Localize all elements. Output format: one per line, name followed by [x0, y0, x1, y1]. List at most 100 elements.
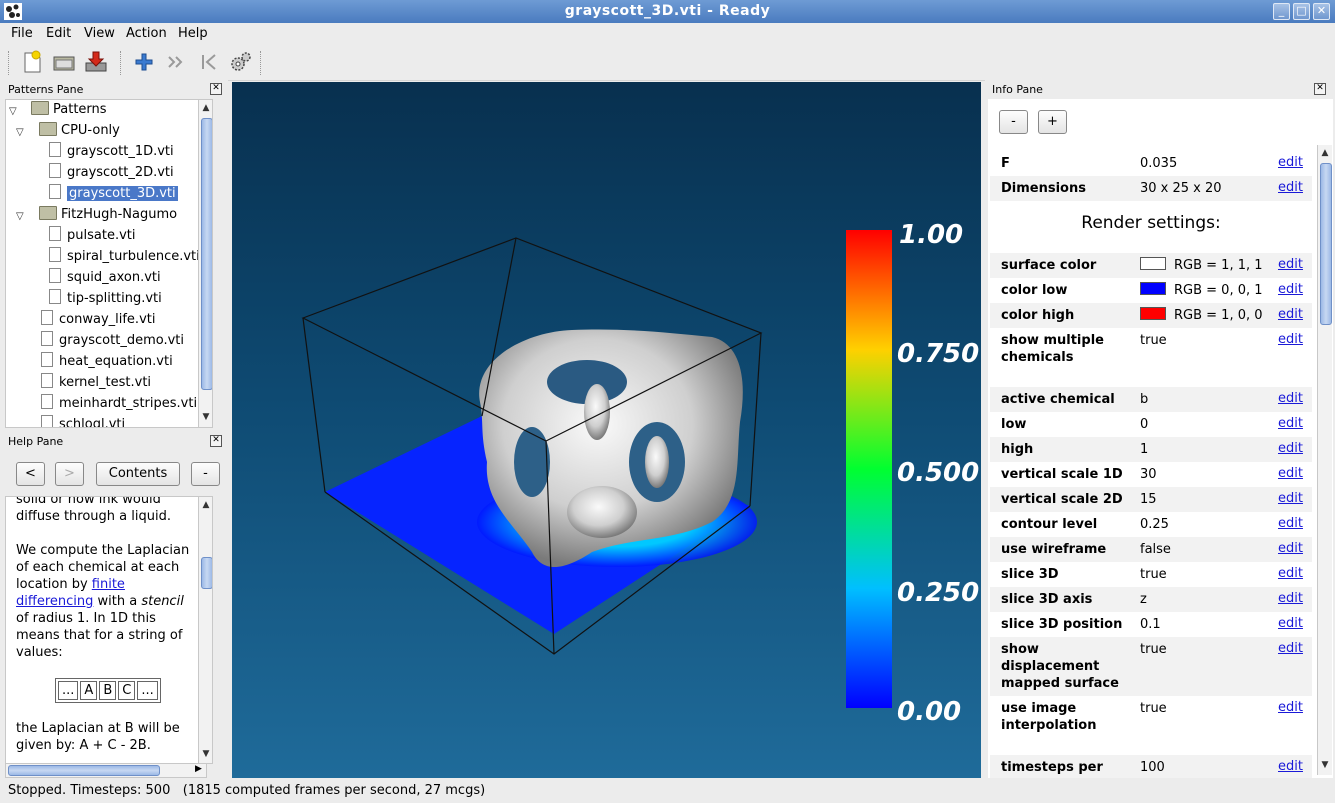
save-icon[interactable] — [83, 49, 109, 75]
file-icon — [49, 142, 61, 157]
tree-item-folder[interactable]: FitzHugh-Nagumo — [39, 205, 177, 225]
close-button[interactable]: ✕ — [1313, 3, 1330, 20]
tree-item-file[interactable]: pulsate.vti — [49, 226, 135, 246]
tree-item-file[interactable]: schlogl.vti — [41, 415, 125, 427]
close-icon[interactable]: ✕ — [1314, 83, 1326, 95]
info-value: 0 — [1140, 417, 1149, 432]
scroll-thumb[interactable] — [8, 765, 160, 776]
edit-link[interactable]: edit — [1278, 307, 1303, 322]
edit-link[interactable]: edit — [1278, 180, 1303, 195]
step-forward-icon[interactable] — [164, 49, 190, 75]
edit-link[interactable]: edit — [1278, 700, 1303, 715]
info-scrollbar[interactable]: ▲ ▼ — [1317, 145, 1332, 775]
close-icon[interactable]: ✕ — [210, 83, 222, 95]
info-row: color low RGB = 0, 0, 1 edit — [990, 278, 1312, 303]
help-minus-button[interactable]: - — [191, 462, 220, 486]
menu-action[interactable]: Action — [126, 26, 167, 41]
new-file-icon[interactable] — [19, 49, 45, 75]
menu-view[interactable]: View — [84, 26, 115, 41]
edit-link[interactable]: edit — [1278, 641, 1303, 656]
help-hscrollbar[interactable]: ▶ — [5, 763, 207, 778]
tree-item-file[interactable]: heat_equation.vti — [41, 352, 173, 372]
file-icon — [49, 226, 61, 241]
info-label: vertical scale 1D — [1001, 467, 1123, 482]
scroll-up-icon[interactable]: ▲ — [1321, 148, 1329, 158]
edit-link[interactable]: edit — [1278, 591, 1303, 606]
info-label: low — [1001, 417, 1027, 432]
scroll-thumb[interactable] — [1320, 163, 1332, 325]
info-plus-button[interactable]: + — [1038, 110, 1067, 134]
window-title: grayscott_3D.vti - Ready — [564, 3, 771, 19]
help-contents-button[interactable]: Contents — [96, 462, 180, 486]
tree-item-file[interactable]: grayscott_2D.vti — [49, 163, 174, 183]
tree-item-file[interactable]: spiral_turbulence.vti — [49, 247, 200, 267]
edit-link[interactable]: edit — [1278, 282, 1303, 297]
edit-link[interactable]: edit — [1278, 541, 1303, 556]
edit-link[interactable]: edit — [1278, 759, 1303, 774]
scroll-up-icon[interactable]: ▲ — [202, 103, 210, 113]
tree-item-file[interactable]: conway_life.vti — [41, 310, 155, 330]
menu-file[interactable]: File — [11, 26, 33, 41]
edit-link[interactable]: edit — [1278, 155, 1303, 170]
status-text: Stopped. Timesteps: 500 (1815 computed f… — [8, 783, 486, 798]
edit-link[interactable]: edit — [1278, 516, 1303, 531]
chevron-down-icon[interactable]: ▽ — [9, 106, 17, 117]
patterns-scrollbar[interactable]: ▲ ▼ — [198, 100, 212, 427]
minimize-button[interactable]: _ — [1273, 3, 1290, 20]
help-back-button[interactable]: < — [16, 462, 45, 486]
menu-help[interactable]: Help — [178, 26, 208, 41]
edit-link[interactable]: edit — [1278, 491, 1303, 506]
edit-link[interactable]: edit — [1278, 257, 1303, 272]
tree-item-file-selected[interactable]: grayscott_3D.vti — [49, 184, 178, 204]
scroll-thumb[interactable] — [201, 118, 212, 390]
info-value: true — [1140, 333, 1167, 348]
folder-icon — [39, 206, 57, 220]
settings-icon[interactable] — [228, 49, 254, 75]
menu-bar: File Edit View Action Help — [0, 23, 1335, 45]
add-icon[interactable] — [131, 49, 157, 75]
file-icon — [41, 331, 53, 346]
toolbar-separator — [120, 51, 123, 75]
scroll-down-icon[interactable]: ▼ — [202, 412, 210, 422]
scroll-thumb[interactable] — [201, 557, 212, 589]
file-icon — [41, 352, 53, 367]
color-swatch[interactable] — [1140, 257, 1166, 270]
tree-item-file[interactable]: squid_axon.vti — [49, 268, 161, 288]
tree-item-file[interactable]: grayscott_demo.vti — [41, 331, 184, 351]
scroll-down-icon[interactable]: ▼ — [202, 749, 210, 759]
chevron-down-icon[interactable]: ▽ — [16, 127, 24, 138]
edit-link[interactable]: edit — [1278, 332, 1303, 347]
file-icon — [49, 268, 61, 283]
tree-item-file[interactable]: grayscott_1D.vti — [49, 142, 174, 162]
color-swatch[interactable] — [1140, 307, 1166, 320]
edit-link[interactable]: edit — [1278, 416, 1303, 431]
chevron-down-icon[interactable]: ▽ — [16, 211, 24, 222]
color-swatch[interactable] — [1140, 282, 1166, 295]
edit-link[interactable]: edit — [1278, 466, 1303, 481]
edit-link[interactable]: edit — [1278, 391, 1303, 406]
close-icon[interactable]: ✕ — [210, 435, 222, 447]
edit-link[interactable]: edit — [1278, 616, 1303, 631]
tree-label: tip-splitting.vti — [67, 291, 162, 306]
scroll-down-icon[interactable]: ▼ — [1321, 760, 1329, 770]
finite-differencing-link[interactable]: finite differencing — [16, 577, 125, 609]
tree-item-folder[interactable]: CPU-only — [39, 121, 120, 141]
edit-link[interactable]: edit — [1278, 566, 1303, 581]
tree-item-file[interactable]: kernel_test.vti — [41, 373, 151, 393]
menu-edit[interactable]: Edit — [46, 26, 72, 41]
render-view[interactable]: 1.00 0.750 0.500 0.250 0.00 — [232, 82, 981, 778]
info-minus-button[interactable]: - — [999, 110, 1028, 134]
tree-label: pulsate.vti — [67, 228, 136, 243]
help-forward-button[interactable]: > — [55, 462, 84, 486]
tree-item-file[interactable]: tip-splitting.vti — [49, 289, 162, 309]
scroll-up-icon[interactable]: ▲ — [202, 500, 210, 510]
open-folder-icon[interactable] — [51, 49, 77, 75]
tree-item-patterns[interactable]: Patterns — [31, 100, 107, 120]
help-scrollbar[interactable]: ▲ ▼ — [198, 497, 212, 763]
tree-item-file[interactable]: meinhardt_stripes.vti — [41, 394, 197, 414]
scroll-right-icon[interactable]: ▶ — [195, 764, 202, 774]
skip-to-start-icon[interactable] — [196, 49, 222, 75]
maximize-button[interactable]: □ — [1293, 3, 1310, 20]
render-canvas[interactable]: 1.00 0.750 0.500 0.250 0.00 — [232, 82, 981, 778]
edit-link[interactable]: edit — [1278, 441, 1303, 456]
